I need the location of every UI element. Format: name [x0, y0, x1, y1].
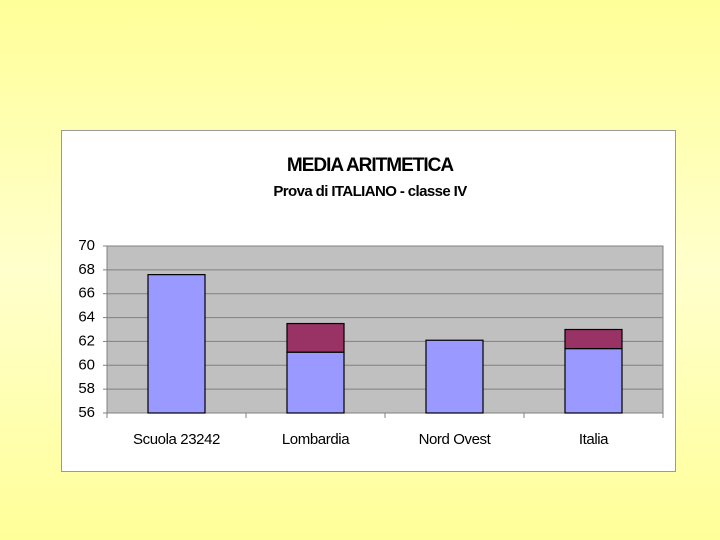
x-tick-label: Italia [579, 431, 609, 448]
y-tick-label: 68 [78, 261, 95, 278]
y-tick-label: 58 [78, 380, 95, 397]
y-tick-label: 70 [78, 237, 95, 254]
bar-segment [286, 351, 345, 414]
bar-segment [564, 328, 623, 350]
bar-segment [286, 322, 345, 353]
y-tick-label: 66 [78, 285, 95, 302]
x-tick-label: Lombardia [282, 431, 350, 448]
chart-title: MEDIA ARITMETICA [287, 155, 455, 176]
chart-subtitle: Prova di ITALIANO - classe IV [273, 183, 467, 200]
bar-segment [564, 347, 623, 414]
bar-segment [425, 339, 484, 414]
y-tick-label: 62 [78, 332, 95, 349]
bar-segment [147, 274, 206, 414]
x-tick-label: Scuola 23242 [133, 431, 220, 448]
x-tick-label: Nord Ovest [419, 431, 492, 448]
y-tick-label: 56 [78, 404, 95, 421]
y-tick-label: 60 [78, 356, 95, 373]
y-tick-label: 64 [78, 309, 95, 326]
